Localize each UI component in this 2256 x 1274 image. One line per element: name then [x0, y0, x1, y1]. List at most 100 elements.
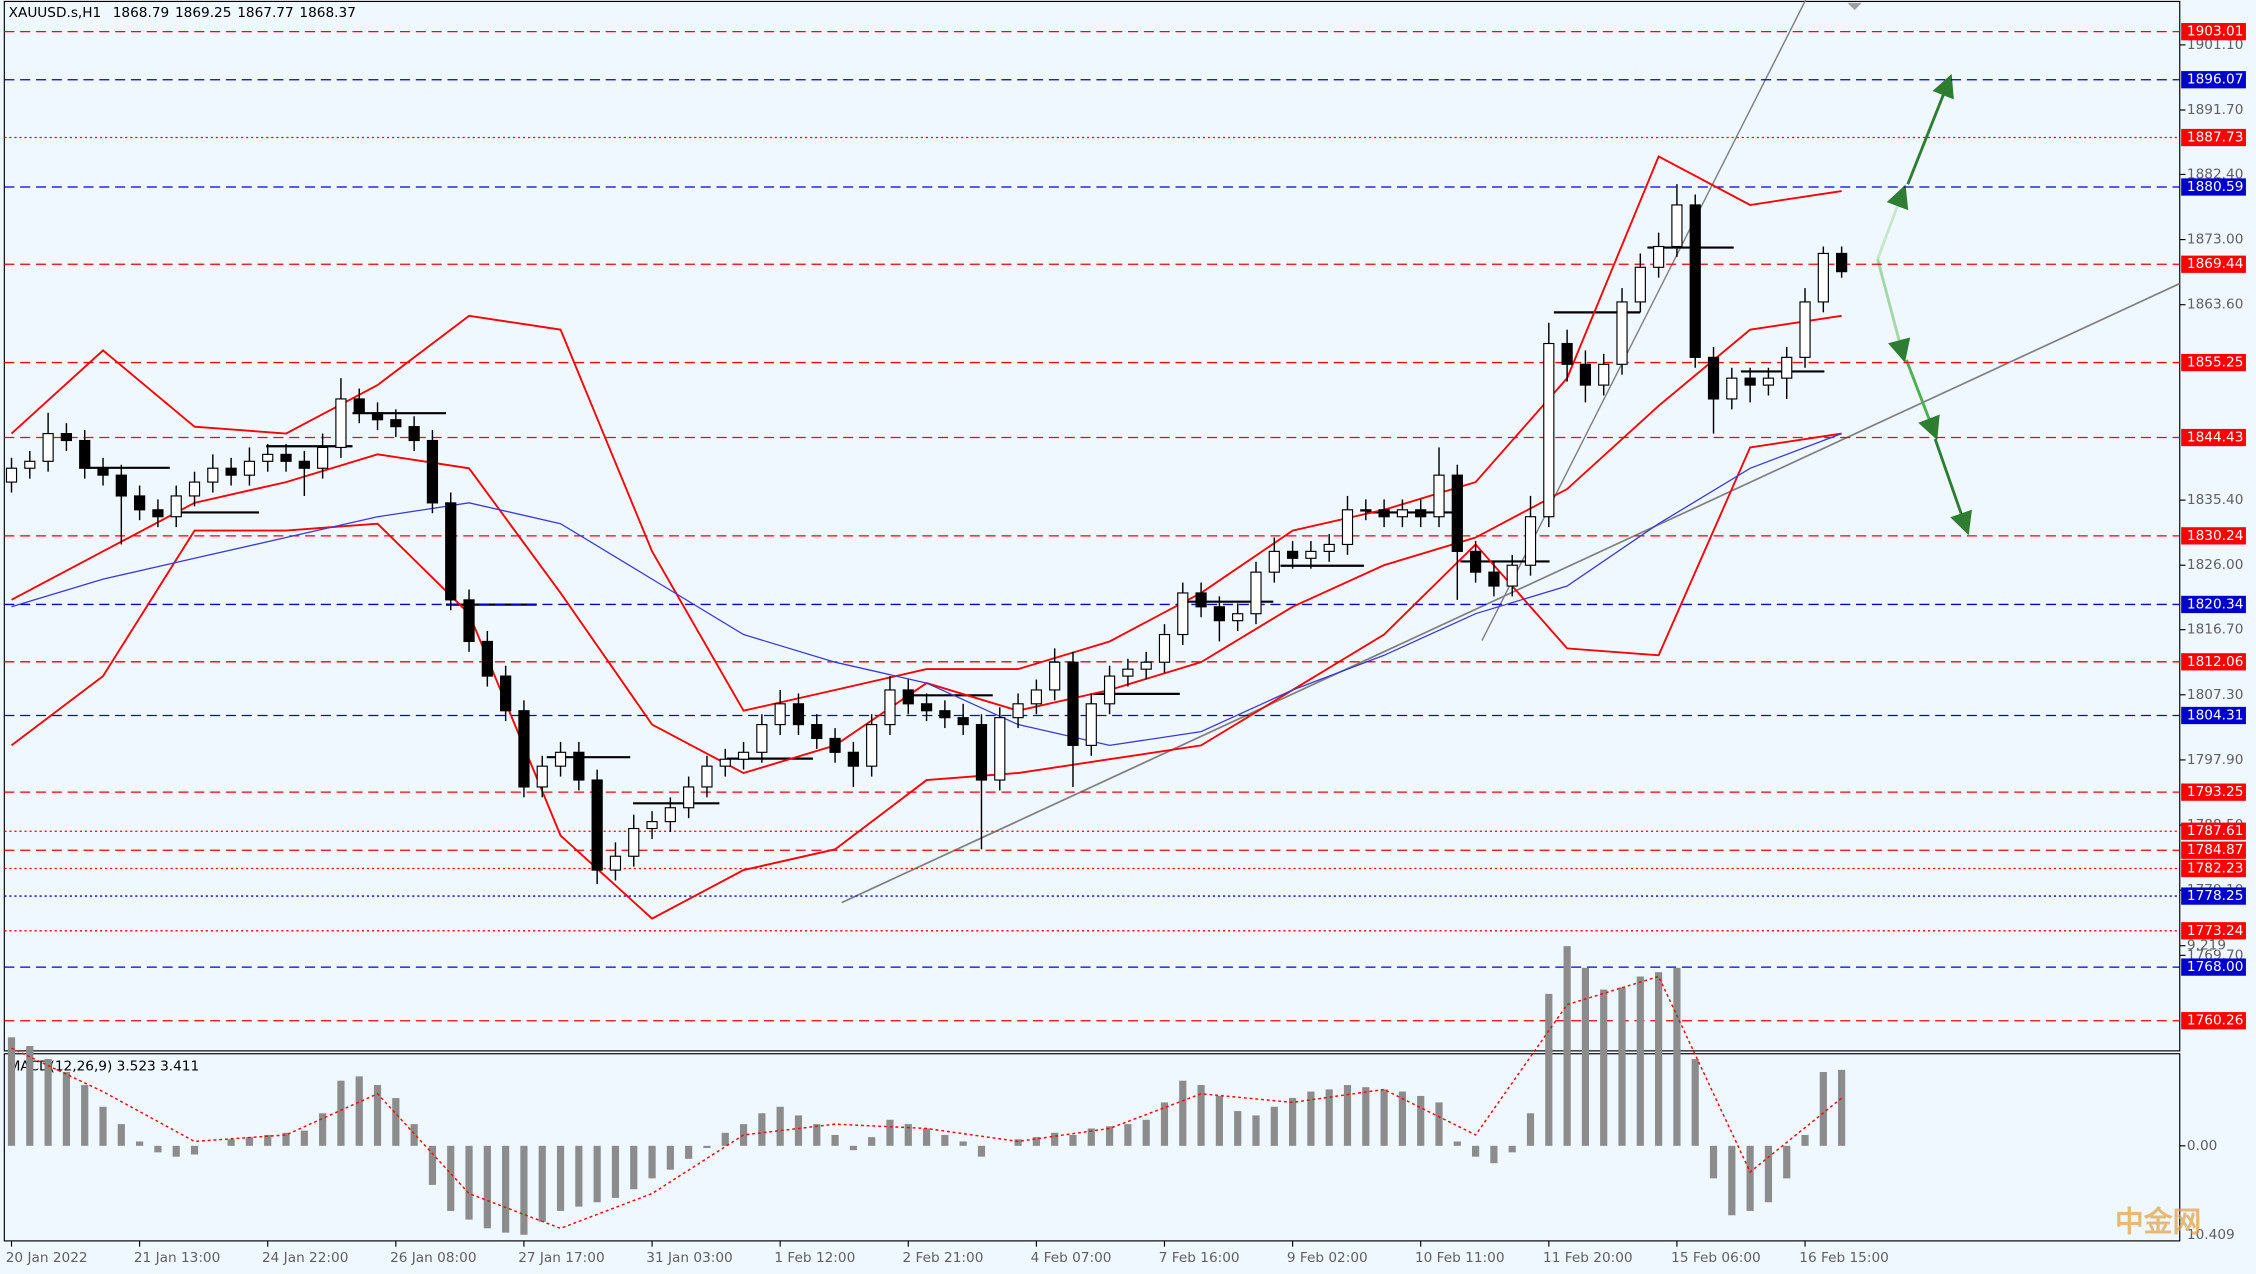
level-label: 1820.34 — [2187, 596, 2243, 612]
candle-body — [1158, 633, 1171, 663]
macd-tick-label: 0.00 — [2187, 1138, 2217, 1154]
y-tick-label: 1835.40 — [2187, 492, 2243, 508]
macd-bar — [630, 1145, 638, 1190]
macd-bar — [941, 1134, 949, 1146]
low: 1867.77 — [237, 5, 293, 21]
level-label: 1787.61 — [2187, 823, 2243, 839]
macd-bar — [373, 1085, 382, 1146]
macd-bar — [1252, 1115, 1260, 1146]
candle-body — [1396, 509, 1409, 518]
macd-bar — [1581, 967, 1590, 1146]
high: 1869.25 — [175, 5, 231, 21]
macd-bar — [849, 1145, 857, 1151]
candle-body — [1689, 204, 1701, 358]
candle-body — [353, 398, 365, 414]
candle-body — [371, 412, 384, 421]
candle-body — [1799, 301, 1811, 358]
indicator-line — [10, 432, 1842, 920]
x-tick-label: 11 Feb 20:00 — [1543, 1250, 1633, 1266]
candle-body — [97, 467, 109, 476]
macd-bar — [1563, 946, 1571, 1146]
candle-body — [554, 751, 567, 767]
macd-bar — [428, 1145, 437, 1185]
x-tick-label: 26 Jan 08:00 — [390, 1250, 476, 1266]
macd-bar — [1307, 1091, 1315, 1146]
macd-bar — [1105, 1126, 1114, 1146]
candle-body — [481, 640, 493, 677]
level-tag — [2181, 841, 2246, 859]
macd-bar — [776, 1106, 784, 1146]
indicator-line — [11, 432, 1842, 747]
macd-bar — [81, 1085, 89, 1146]
candle-body — [1817, 252, 1829, 303]
macd-bar — [556, 1145, 565, 1211]
level-label: 1773.24 — [2187, 923, 2243, 939]
macd-bar — [26, 1045, 34, 1146]
candle-body — [335, 398, 347, 449]
macd-bar — [1215, 1095, 1223, 1146]
forecast-arrows — [1876, 73, 1972, 536]
shift-marker — [1847, 2, 1862, 11]
macd-bar — [136, 1141, 144, 1146]
candle-body — [1232, 613, 1244, 622]
candle-body — [939, 710, 951, 719]
macd-bar — [1673, 967, 1681, 1146]
candle-body — [5, 467, 18, 483]
macd-bar — [99, 1106, 107, 1146]
level-tag — [2181, 595, 2246, 614]
level-tag — [2181, 527, 2246, 545]
macd-bar — [392, 1098, 400, 1146]
macd-bar — [1783, 1145, 1791, 1179]
level-tag — [2181, 71, 2246, 89]
candle-body — [1415, 509, 1427, 518]
candle-body — [1579, 363, 1592, 386]
candle-body — [1451, 474, 1463, 552]
candle-body — [829, 737, 841, 753]
candle-body — [792, 703, 805, 726]
candle-body — [152, 509, 164, 518]
candle-body — [1378, 509, 1390, 518]
macd-bar — [538, 1145, 546, 1222]
level-label: 1880.59 — [2187, 179, 2243, 195]
x-tick-label: 16 Feb 15:00 — [1799, 1250, 1889, 1266]
level-label: 1830.24 — [2187, 528, 2243, 544]
candle-body — [1140, 661, 1152, 670]
x-tick-label: 21 Jan 13:00 — [134, 1250, 220, 1266]
candle-body — [1781, 356, 1793, 379]
level-tag — [2181, 859, 2246, 878]
macd-bar — [1545, 993, 1553, 1146]
candle-body — [737, 751, 750, 760]
macd-bottom-label: 10.409 — [2187, 1227, 2235, 1243]
macd-bar — [1490, 1145, 1498, 1164]
macd-bar — [1764, 1145, 1773, 1203]
candle-body — [1744, 377, 1756, 386]
candle-body — [591, 779, 603, 871]
open: 1868.79 — [113, 5, 169, 21]
level-tag — [2181, 783, 2246, 801]
macd-bar — [1362, 1087, 1370, 1146]
candle-body — [1250, 571, 1262, 615]
candle-body — [811, 724, 823, 740]
macd-bar — [300, 1130, 308, 1146]
symbol: XAUUSD.s,H1 — [9, 5, 102, 21]
macd-bar — [685, 1145, 693, 1159]
candle-body — [1726, 377, 1738, 400]
macd-bar — [410, 1124, 418, 1146]
candle-body — [1836, 252, 1848, 273]
macd-bar — [190, 1145, 199, 1155]
macd-label: MACD(12,26,9) 3.523 3.411 — [9, 1059, 200, 1075]
macd-bar — [7, 1037, 16, 1146]
candle-body — [518, 710, 530, 788]
candle-body — [1598, 363, 1610, 386]
macd-bar — [794, 1115, 803, 1146]
candle-body — [445, 502, 457, 601]
candle-body — [60, 433, 73, 442]
macd-bar — [813, 1124, 821, 1146]
candle-body — [1030, 689, 1042, 705]
macd-bar — [1838, 1069, 1846, 1146]
candle-body — [134, 495, 146, 511]
candle-body — [664, 807, 676, 823]
macd-bar — [62, 1072, 71, 1146]
candle-body — [1616, 301, 1628, 365]
